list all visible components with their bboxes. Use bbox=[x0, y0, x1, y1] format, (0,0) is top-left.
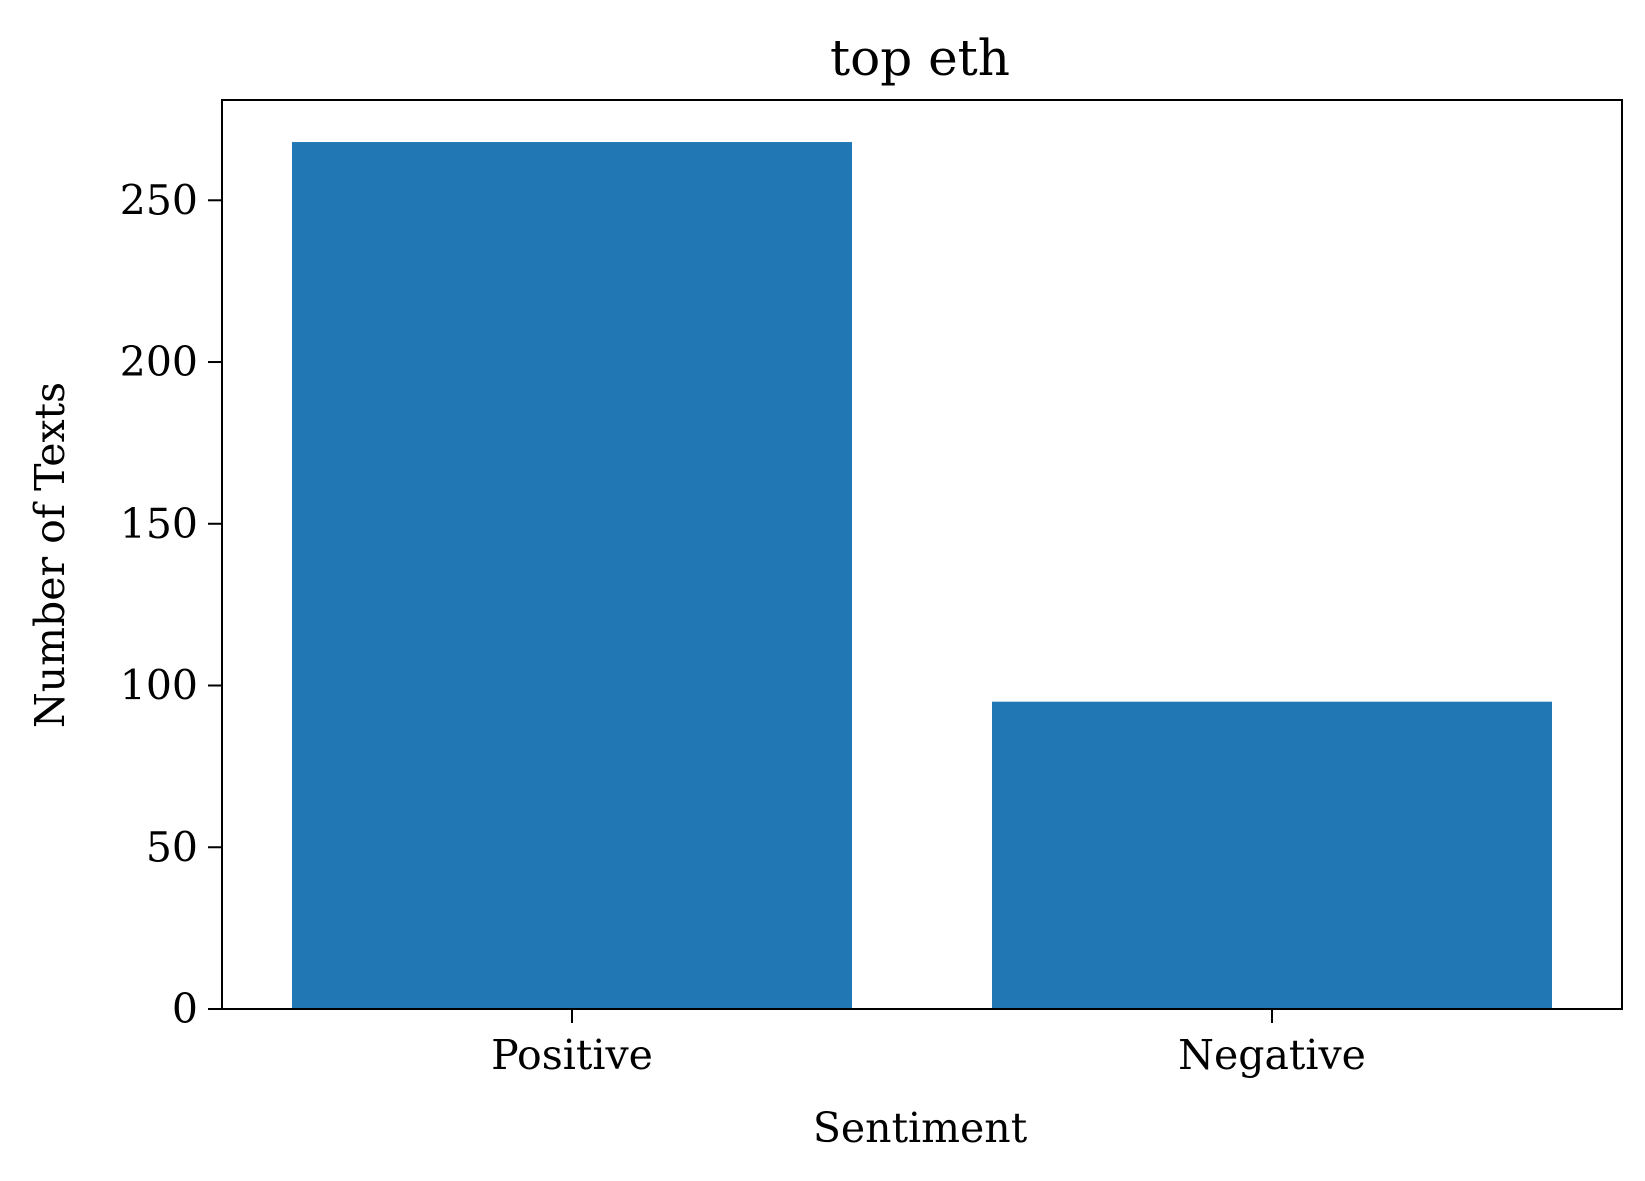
x-axis-label: Sentiment bbox=[813, 1104, 1028, 1152]
y-tick-label: 50 bbox=[146, 823, 198, 871]
chart-title: top eth bbox=[830, 29, 1010, 87]
y-tick-label: 100 bbox=[120, 662, 198, 710]
y-tick-label: 150 bbox=[120, 500, 198, 548]
bars-group bbox=[292, 142, 1552, 1010]
y-tick-label: 250 bbox=[120, 176, 198, 224]
y-axis-label: Number of Texts bbox=[26, 382, 74, 728]
x-tick-label-negative: Negative bbox=[1178, 1031, 1366, 1079]
y-tick-label: 0 bbox=[172, 985, 198, 1033]
bar-negative bbox=[992, 701, 1552, 1009]
y-axis-ticks: 0 50 100 150 200 250 bbox=[120, 176, 222, 1033]
x-axis-ticks: Positive Negative bbox=[491, 1009, 1366, 1079]
x-tick-label-positive: Positive bbox=[491, 1031, 653, 1079]
plot-frame bbox=[221, 99, 1623, 1010]
y-tick-label: 200 bbox=[120, 338, 198, 386]
bar-positive bbox=[292, 142, 852, 1010]
